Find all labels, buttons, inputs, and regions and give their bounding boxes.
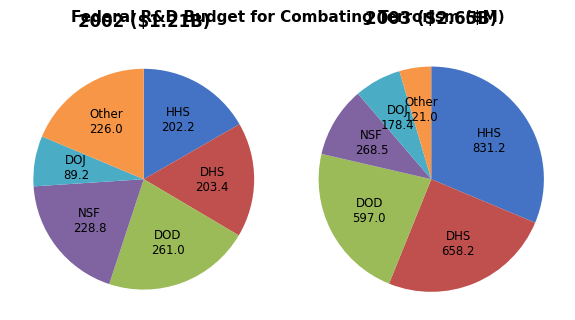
Text: Other
226.0: Other 226.0	[89, 108, 122, 136]
Wedge shape	[144, 69, 239, 179]
Text: NSF
268.5: NSF 268.5	[355, 129, 388, 157]
Wedge shape	[358, 71, 431, 179]
Wedge shape	[431, 67, 544, 223]
Text: Federal R&D Budget for Combating Terrorism ($M): Federal R&D Budget for Combating Terrori…	[71, 10, 504, 25]
Wedge shape	[33, 136, 144, 186]
Title: 2002 ($1.21B): 2002 ($1.21B)	[78, 13, 210, 31]
Text: HHS
202.2: HHS 202.2	[161, 106, 195, 134]
Text: HHS
831.2: HHS 831.2	[473, 126, 506, 155]
Text: DOD
597.0: DOD 597.0	[352, 197, 386, 226]
Text: DOD
261.0: DOD 261.0	[151, 229, 185, 257]
Text: Other
121.0: Other 121.0	[404, 96, 438, 124]
Wedge shape	[109, 179, 239, 290]
Text: NSF
228.8: NSF 228.8	[73, 207, 106, 235]
Text: DHS
658.2: DHS 658.2	[442, 230, 475, 258]
Wedge shape	[42, 69, 144, 179]
Wedge shape	[319, 154, 431, 284]
Text: DHS
203.4: DHS 203.4	[196, 166, 229, 194]
Wedge shape	[144, 124, 254, 236]
Wedge shape	[389, 179, 535, 292]
Text: DOJ
89.2: DOJ 89.2	[63, 154, 89, 182]
Title: 2003 ($2.65B): 2003 ($2.65B)	[365, 11, 497, 28]
Wedge shape	[321, 94, 431, 179]
Wedge shape	[400, 67, 431, 179]
Wedge shape	[33, 179, 144, 284]
Text: DOJ
178.4: DOJ 178.4	[381, 104, 415, 132]
